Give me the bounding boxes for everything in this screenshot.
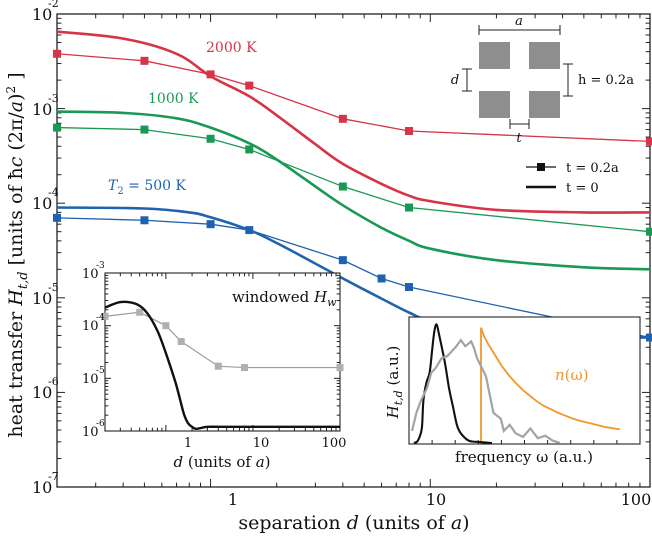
x-tick-label: 100 <box>621 490 652 509</box>
inset1-x-axis-label: d (units of a) <box>173 453 270 471</box>
inset1-data-point <box>162 322 170 330</box>
geom-label-d: d <box>451 73 459 88</box>
y-tick-label: 10-5 <box>32 281 59 308</box>
temp-label-1000k: 1000 K <box>148 91 199 107</box>
inset2-curves <box>410 323 621 445</box>
svg-text:10: 10 <box>32 5 52 24</box>
y-tick-label: 10-3 <box>32 92 59 119</box>
data-point-marker <box>338 256 347 265</box>
inset1-title: windowed Hw <box>232 288 337 309</box>
svg-text:10: 10 <box>32 194 52 213</box>
temp-label-500k: T2 = 500 K <box>108 178 187 197</box>
svg-text:10: 10 <box>82 425 99 440</box>
inset1-y-tick-label: 10-4 <box>82 313 105 334</box>
svg-text:-4: -4 <box>48 186 59 199</box>
x-tick-label: 10 <box>426 490 446 509</box>
inset2-axis-ticks <box>431 440 618 444</box>
inset1-data-point <box>136 308 144 316</box>
data-point-marker <box>338 182 347 191</box>
inset1-data-point <box>101 312 109 320</box>
inset2-x-axis-label: frequency ω (a.u.) <box>455 448 593 466</box>
inset2-y-axis-label: Ht,d (a.u.) <box>384 346 405 420</box>
data-point-marker <box>646 227 652 236</box>
svg-text:-6: -6 <box>96 419 105 429</box>
inset1-data-point <box>336 364 344 372</box>
temp-label-2000k: 2000 K <box>206 40 257 56</box>
svg-text:-3: -3 <box>96 261 105 271</box>
inset1-x-tick-label: 10 <box>253 436 270 451</box>
svg-text:-5: -5 <box>96 366 105 376</box>
y-tick-label: 10-4 <box>32 186 59 213</box>
inset2-series-t02a <box>410 338 561 445</box>
inset1-series-t0 <box>104 300 340 431</box>
x-tick-label: 1 <box>228 490 238 509</box>
y-tick-label: 10-7 <box>32 470 59 497</box>
data-point-marker <box>140 56 149 65</box>
data-point-marker <box>140 125 149 134</box>
data-point-marker <box>404 203 413 212</box>
inset1-x-tick-label: 1 <box>184 436 192 451</box>
inset2-series-n-omega <box>480 327 621 443</box>
series-line-t0 <box>56 110 651 271</box>
data-point-marker <box>404 283 413 292</box>
x-axis-label: separation d (units of a) <box>238 512 469 534</box>
inset-windowed-frame <box>104 272 341 432</box>
data-point-marker <box>140 216 149 225</box>
y-axis-label: heat transfer Ht,d [units of ħc (2π/a)2 … <box>4 72 31 437</box>
inset1-axis-ticks <box>104 272 341 432</box>
data-point-marker <box>206 70 215 79</box>
inset1-y-tick-label: 10-5 <box>82 366 105 387</box>
svg-text:-4: -4 <box>96 313 105 323</box>
data-point-marker <box>53 213 61 222</box>
data-point-marker <box>646 137 652 146</box>
svg-text:10: 10 <box>32 383 52 402</box>
series-line-t0 <box>56 30 651 214</box>
data-point-marker <box>206 220 215 229</box>
geom-label-t: t <box>516 131 522 146</box>
svg-text:-2: -2 <box>48 0 59 10</box>
inset2-annotation: n(ω) <box>555 366 589 384</box>
geom-label-h: h = 0.2a <box>578 73 634 88</box>
svg-text:10: 10 <box>32 478 52 497</box>
svg-text:10: 10 <box>82 319 99 334</box>
inset1-y-tick-label: 10-6 <box>82 419 105 440</box>
inset1-data-point <box>214 362 222 370</box>
data-point-marker <box>206 134 215 143</box>
data-point-marker <box>245 145 254 154</box>
y-tick-label: 10-2 <box>32 0 59 24</box>
legend: t = 0.2a t = 0 <box>526 161 619 196</box>
geometry-schematic: a d h = 0.2a t <box>451 14 634 146</box>
data-point-marker <box>377 274 386 283</box>
data-point-marker <box>53 49 61 58</box>
svg-text:-6: -6 <box>48 375 59 388</box>
svg-text:-5: -5 <box>48 281 59 294</box>
inset1-data-point <box>177 338 185 346</box>
main-plot-frame <box>56 13 651 488</box>
svg-text:10: 10 <box>82 267 99 282</box>
svg-text:10: 10 <box>32 100 52 119</box>
data-point-marker <box>245 81 254 90</box>
series-line-t02a <box>56 217 651 339</box>
legend-entry: t = 0.2a <box>566 161 619 176</box>
data-point-marker <box>53 123 61 132</box>
inset-spectrum-frame <box>408 316 641 445</box>
inset2-series-t0 <box>413 323 493 445</box>
inset1-y-tick-label: 10-3 <box>82 261 105 282</box>
data-point-marker <box>404 126 413 135</box>
inset1-data-point <box>240 364 248 372</box>
inset1-curves <box>101 300 344 431</box>
svg-text:-7: -7 <box>48 470 59 483</box>
inset1-x-tick-label: 100 <box>322 436 347 451</box>
svg-text:-3: -3 <box>48 92 59 105</box>
svg-text:10: 10 <box>32 289 52 308</box>
legend-entry: t = 0 <box>566 181 599 196</box>
y-tick-label: 10-6 <box>32 375 59 402</box>
data-point-marker <box>338 114 347 123</box>
geom-label-a: a <box>515 14 523 29</box>
svg-text:10: 10 <box>82 372 99 387</box>
